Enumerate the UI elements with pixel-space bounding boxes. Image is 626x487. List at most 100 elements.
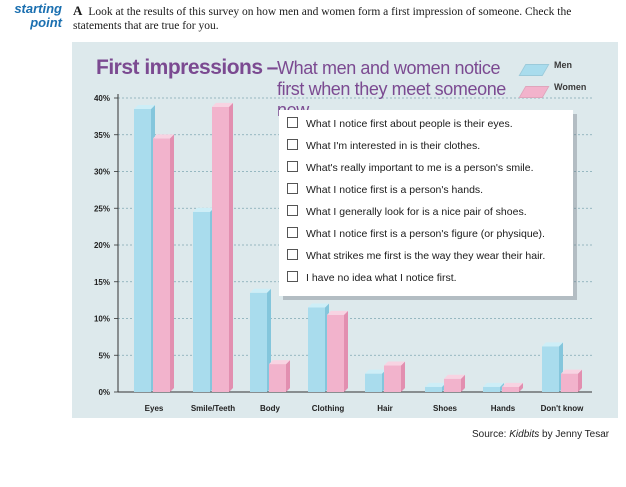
y-tick-label: 10%	[94, 315, 110, 324]
statement-item[interactable]: What I notice first about people is thei…	[287, 116, 513, 132]
statement-item[interactable]: What I'm interested in is their clothes.	[287, 138, 480, 154]
x-tick-label: Don't know	[541, 404, 585, 413]
bar-side-women	[578, 369, 582, 392]
x-tick-label: Eyes	[145, 404, 164, 413]
bar-top-men	[542, 342, 563, 347]
bar-men	[542, 346, 559, 392]
legend-label-women: Women	[554, 82, 587, 92]
statement-item[interactable]: What I notice first is a person's hands.	[287, 182, 483, 198]
bar-men	[134, 109, 151, 393]
bar-side-women	[401, 361, 405, 392]
statement-text: What I'm interested in is their clothes.	[306, 140, 481, 152]
bar-women	[327, 314, 344, 392]
bar-men	[308, 307, 325, 392]
statement-text: What strikes me first is the way they we…	[306, 250, 546, 262]
bar-top-men	[365, 369, 386, 374]
statements-box: What I notice first about people is thei…	[279, 110, 573, 296]
bar-top-women	[502, 382, 523, 387]
instruction: A Look at the results of this survey on h…	[73, 4, 593, 33]
chart-title: First impressions –	[96, 56, 282, 80]
chart-title-text: First impressions	[96, 56, 263, 79]
source-credit: Source: Kidbits by Jenny Tesar	[472, 429, 609, 440]
section-label: starting point	[6, 2, 62, 30]
checkbox[interactable]	[287, 271, 298, 282]
bar-top-women	[327, 310, 348, 315]
bar-men	[193, 211, 210, 392]
bar-top-men	[250, 288, 271, 293]
bar-women	[384, 365, 401, 392]
x-tick-label: Hands	[491, 404, 516, 413]
x-tick-label: Shoes	[433, 404, 458, 413]
checkbox[interactable]	[287, 139, 298, 150]
bar-side-women	[229, 102, 233, 392]
statement-text: What I generally look for is a nice pair…	[306, 206, 527, 218]
source-book: Kidbits	[509, 429, 540, 440]
bar-side-women	[286, 360, 290, 392]
y-tick-label: 35%	[94, 131, 110, 140]
statement-item[interactable]: What's really important to me is a perso…	[287, 160, 534, 176]
statement-text: What I notice first is a person's figure…	[306, 228, 545, 240]
y-tick-label: 0%	[98, 388, 110, 397]
legend-item-women: Women	[518, 82, 618, 104]
bar-top-women	[269, 360, 290, 365]
checkbox[interactable]	[287, 161, 298, 172]
bar-women	[153, 138, 170, 392]
y-tick-label: 5%	[98, 351, 110, 360]
bar-women	[212, 106, 229, 392]
bar-women	[561, 373, 578, 392]
bar-top-men	[483, 382, 504, 387]
checkbox[interactable]	[287, 183, 298, 194]
instruction-letter: A	[73, 3, 83, 18]
bar-top-women	[153, 134, 174, 139]
checkbox[interactable]	[287, 117, 298, 128]
x-tick-label: Clothing	[312, 404, 345, 413]
y-tick-label: 30%	[94, 168, 110, 177]
x-tick-label: Body	[260, 404, 281, 413]
legend-item-men: Men	[518, 60, 618, 82]
title-dash: –	[266, 56, 279, 79]
statement-text: What I notice first is a person's hands.	[306, 184, 484, 196]
statement-item[interactable]: What I generally look for is a nice pair…	[287, 204, 527, 220]
section-label-line1: starting	[14, 1, 62, 16]
bar-side-women	[170, 134, 174, 393]
y-tick-label: 20%	[94, 241, 110, 250]
legend: Men Women	[518, 60, 618, 104]
bar-side-women	[519, 382, 523, 392]
bar-top-men	[425, 382, 446, 387]
source-suffix: by Jenny Tesar	[539, 429, 610, 440]
statement-text: I have no idea what I notice first.	[306, 272, 457, 284]
legend-swatch-women	[518, 86, 550, 98]
y-tick-label: 25%	[94, 204, 110, 213]
checkbox[interactable]	[287, 249, 298, 260]
checkbox[interactable]	[287, 205, 298, 216]
statement-text: What I notice first about people is thei…	[306, 118, 513, 130]
statement-item[interactable]: What strikes me first is the way they we…	[287, 248, 545, 264]
statement-item[interactable]: I have no idea what I notice first.	[287, 270, 457, 286]
statement-item[interactable]: What I notice first is a person's figure…	[287, 226, 545, 242]
bar-side-women	[344, 310, 348, 392]
bar-women	[502, 386, 519, 392]
y-tick-label: 40%	[94, 94, 110, 103]
bar-chart: 0% 5% 10% 15% 20% 25% 30% 35% 40% Eyes Smile/Teeth…	[94, 94, 592, 413]
x-tick-label: Hair	[377, 404, 393, 413]
y-tick-label: 15%	[94, 278, 110, 287]
statement-text: What's really important to me is a perso…	[306, 162, 534, 174]
legend-label-men: Men	[554, 60, 572, 70]
bar-top-women	[212, 102, 233, 107]
section-label-line2: point	[30, 15, 62, 30]
instruction-text: Look at the results of this survey on ho…	[73, 6, 572, 32]
bar-top-men	[308, 303, 329, 308]
checkbox[interactable]	[287, 227, 298, 238]
bar-top-men	[193, 207, 214, 212]
x-tick-label: Smile/Teeth	[191, 404, 235, 413]
legend-swatch-men	[518, 64, 550, 76]
bar-top-women	[444, 374, 465, 379]
bar-women	[269, 364, 286, 392]
bar-men	[483, 386, 500, 392]
bar-top-men	[134, 105, 155, 110]
bar-men	[250, 292, 267, 392]
bar-men	[365, 373, 382, 392]
bar-side-women	[461, 374, 465, 392]
bar-men	[425, 386, 442, 392]
bar-top-women	[561, 369, 582, 374]
